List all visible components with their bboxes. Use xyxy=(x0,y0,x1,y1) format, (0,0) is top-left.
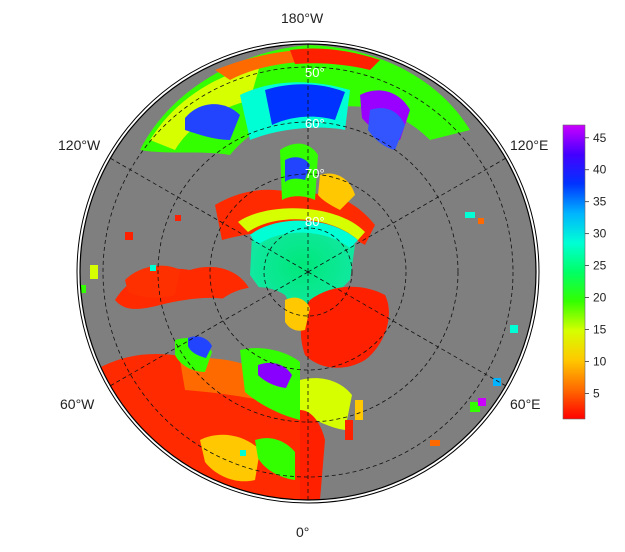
colorbar-tick-label: 45 xyxy=(593,131,607,145)
colorbar-tick-label: 5 xyxy=(593,386,600,400)
lon-label-120e: 120°E xyxy=(510,137,548,153)
map-disc xyxy=(80,44,536,500)
colorbar-tick-label: 10 xyxy=(593,354,607,368)
pixel-patch xyxy=(470,402,480,412)
labrador-blue xyxy=(188,336,212,358)
pixel-patch xyxy=(240,450,246,456)
colorbar-tick-label: 20 xyxy=(593,291,607,305)
lat-label-60: 60° xyxy=(305,116,325,131)
pole-ring-yellow xyxy=(238,208,365,240)
lon-label-180w: 180°W xyxy=(281,10,324,26)
pixel-patch xyxy=(125,232,133,240)
pixel-patch xyxy=(80,285,86,293)
greenland-sea-purple xyxy=(258,362,292,388)
lon-label-60e: 60°E xyxy=(510,396,541,412)
pixel-patch xyxy=(175,215,181,221)
svalbard-yellow xyxy=(285,297,310,331)
colorbar-tick-label: 40 xyxy=(593,163,607,177)
okhotsk-blue xyxy=(185,104,240,140)
pole-cap xyxy=(250,222,355,310)
pacific-red xyxy=(290,48,380,70)
colorbar-tick-label: 35 xyxy=(593,195,607,209)
colorbar-tick-label: 25 xyxy=(593,259,607,273)
bering-blue xyxy=(368,108,405,150)
pixel-patch xyxy=(150,265,156,271)
east-siberia-yellow xyxy=(318,173,355,210)
pixel-patch xyxy=(90,265,98,279)
latitude-circles xyxy=(102,66,514,478)
colorbar: 5 10 15 20 25 30 35 40 45 xyxy=(562,124,607,420)
pixel-patch xyxy=(478,218,484,224)
lat-label-80: 80° xyxy=(305,214,325,229)
atlantic-yellow-patch xyxy=(200,434,260,482)
pixel-patch xyxy=(345,420,353,440)
norwegian-sea-red xyxy=(300,410,325,500)
colorbar-gradient xyxy=(562,124,586,420)
greenland-sea-green xyxy=(240,348,300,420)
lat-label-50: 50° xyxy=(305,65,325,80)
colorbar-tick-label: 30 xyxy=(593,227,607,241)
hudson-bay-red xyxy=(125,265,180,298)
colorbar-ticks: 5 10 15 20 25 30 35 40 45 xyxy=(585,131,607,400)
pole-ring-cyan xyxy=(250,220,358,248)
pixel-patch xyxy=(465,212,475,218)
greenland-land xyxy=(213,287,291,362)
pixel-patch xyxy=(493,378,501,386)
map-border-outer xyxy=(76,40,540,504)
atlantic-green-patch xyxy=(255,438,295,480)
meridian-lines xyxy=(109,44,507,500)
lon-label-0: 0° xyxy=(296,524,309,540)
lon-label-60w: 60°W xyxy=(60,396,95,412)
map-border xyxy=(79,43,537,501)
colorbar-tick-label: 15 xyxy=(593,323,607,337)
pixel-patch xyxy=(430,440,440,446)
barents-red xyxy=(300,286,389,368)
pixel-patch xyxy=(355,400,363,420)
lat-label-70: 70° xyxy=(305,166,325,181)
lon-label-120w: 120°W xyxy=(58,137,101,153)
pixel-patch xyxy=(510,325,518,333)
pixel-patch xyxy=(478,398,486,406)
pacific-blue xyxy=(265,84,345,125)
